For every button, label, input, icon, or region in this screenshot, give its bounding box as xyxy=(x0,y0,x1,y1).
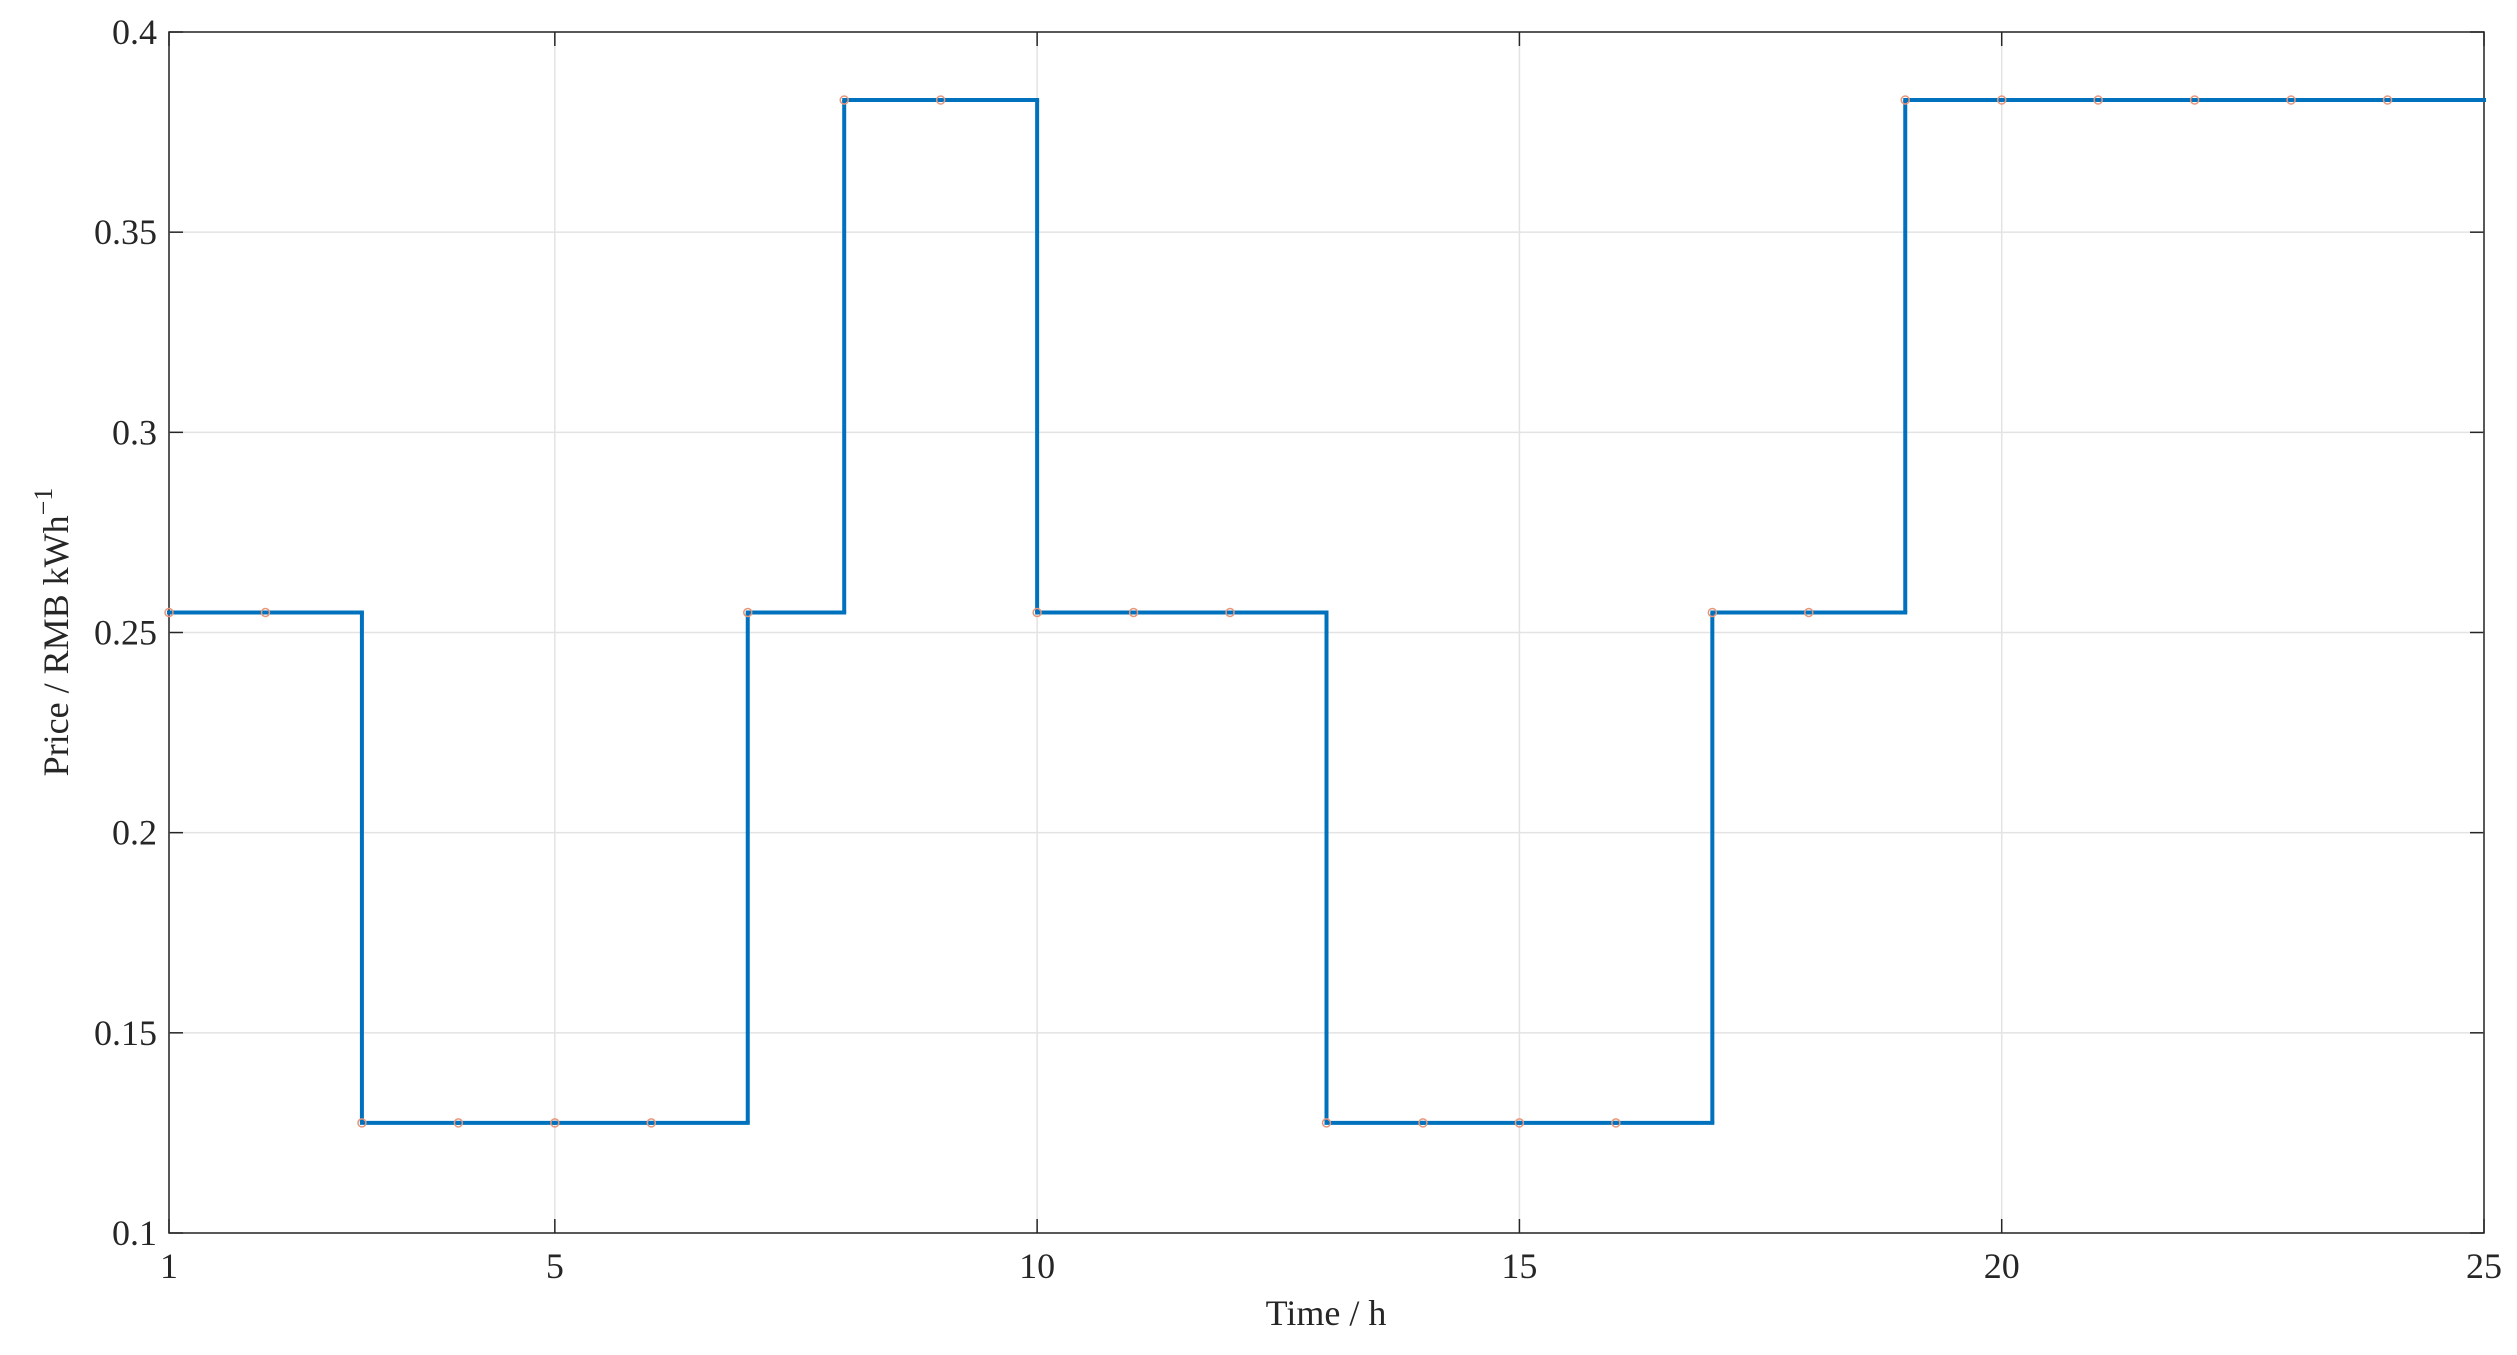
point-marker xyxy=(164,607,174,618)
point-marker xyxy=(357,1118,367,1128)
point-marker xyxy=(1514,1118,1525,1128)
point-marker xyxy=(1707,607,1718,618)
point-marker xyxy=(839,95,849,105)
point-marker xyxy=(550,1118,560,1128)
point-marker xyxy=(1611,1118,1621,1128)
x-tick-label: 10 xyxy=(1019,1246,1055,1286)
point-marker xyxy=(1032,607,1042,618)
y-tick-label: 0.1 xyxy=(112,1213,157,1253)
y-axis-label-text: Price / RMB kWh xyxy=(36,515,76,776)
point-marker xyxy=(1804,607,1814,618)
point-marker xyxy=(1225,607,1235,618)
y-tick-label: 0.2 xyxy=(112,813,157,853)
x-tick-label: 20 xyxy=(1984,1246,2020,1286)
point-marker xyxy=(2093,95,2103,105)
point-marker xyxy=(2382,95,2393,105)
x-tick-label: 5 xyxy=(546,1246,564,1286)
x-tick-label: 15 xyxy=(1501,1246,1537,1286)
y-tick-label: 0.3 xyxy=(112,412,157,452)
point-marker xyxy=(1996,95,2007,105)
point-marker xyxy=(1128,607,1139,618)
point-marker xyxy=(453,1118,464,1128)
point-marker xyxy=(1321,1118,1332,1128)
point-marker xyxy=(1418,1118,1428,1128)
y-tick-label: 0.25 xyxy=(94,613,157,653)
y-tick-label: 0.4 xyxy=(112,12,157,52)
point-marker xyxy=(2189,95,2200,105)
point-marker xyxy=(2286,95,2296,105)
plot-frame xyxy=(168,31,2485,1234)
point-marker xyxy=(1900,95,1910,105)
y-axis-label: Price / RMB kWh−1 xyxy=(29,488,76,777)
x-axis-label: Time / h xyxy=(1266,1293,1387,1333)
y-tick-label: 0.35 xyxy=(94,212,157,252)
y-tick-label: 0.15 xyxy=(94,1013,157,1053)
x-tick-label: 25 xyxy=(2466,1246,2502,1286)
point-marker xyxy=(646,1118,657,1128)
y-axis-label-superscript: −1 xyxy=(29,488,58,516)
x-tick-label: 1 xyxy=(160,1246,178,1286)
point-marker xyxy=(260,607,271,618)
point-marker xyxy=(935,95,946,105)
point-marker xyxy=(743,607,753,618)
